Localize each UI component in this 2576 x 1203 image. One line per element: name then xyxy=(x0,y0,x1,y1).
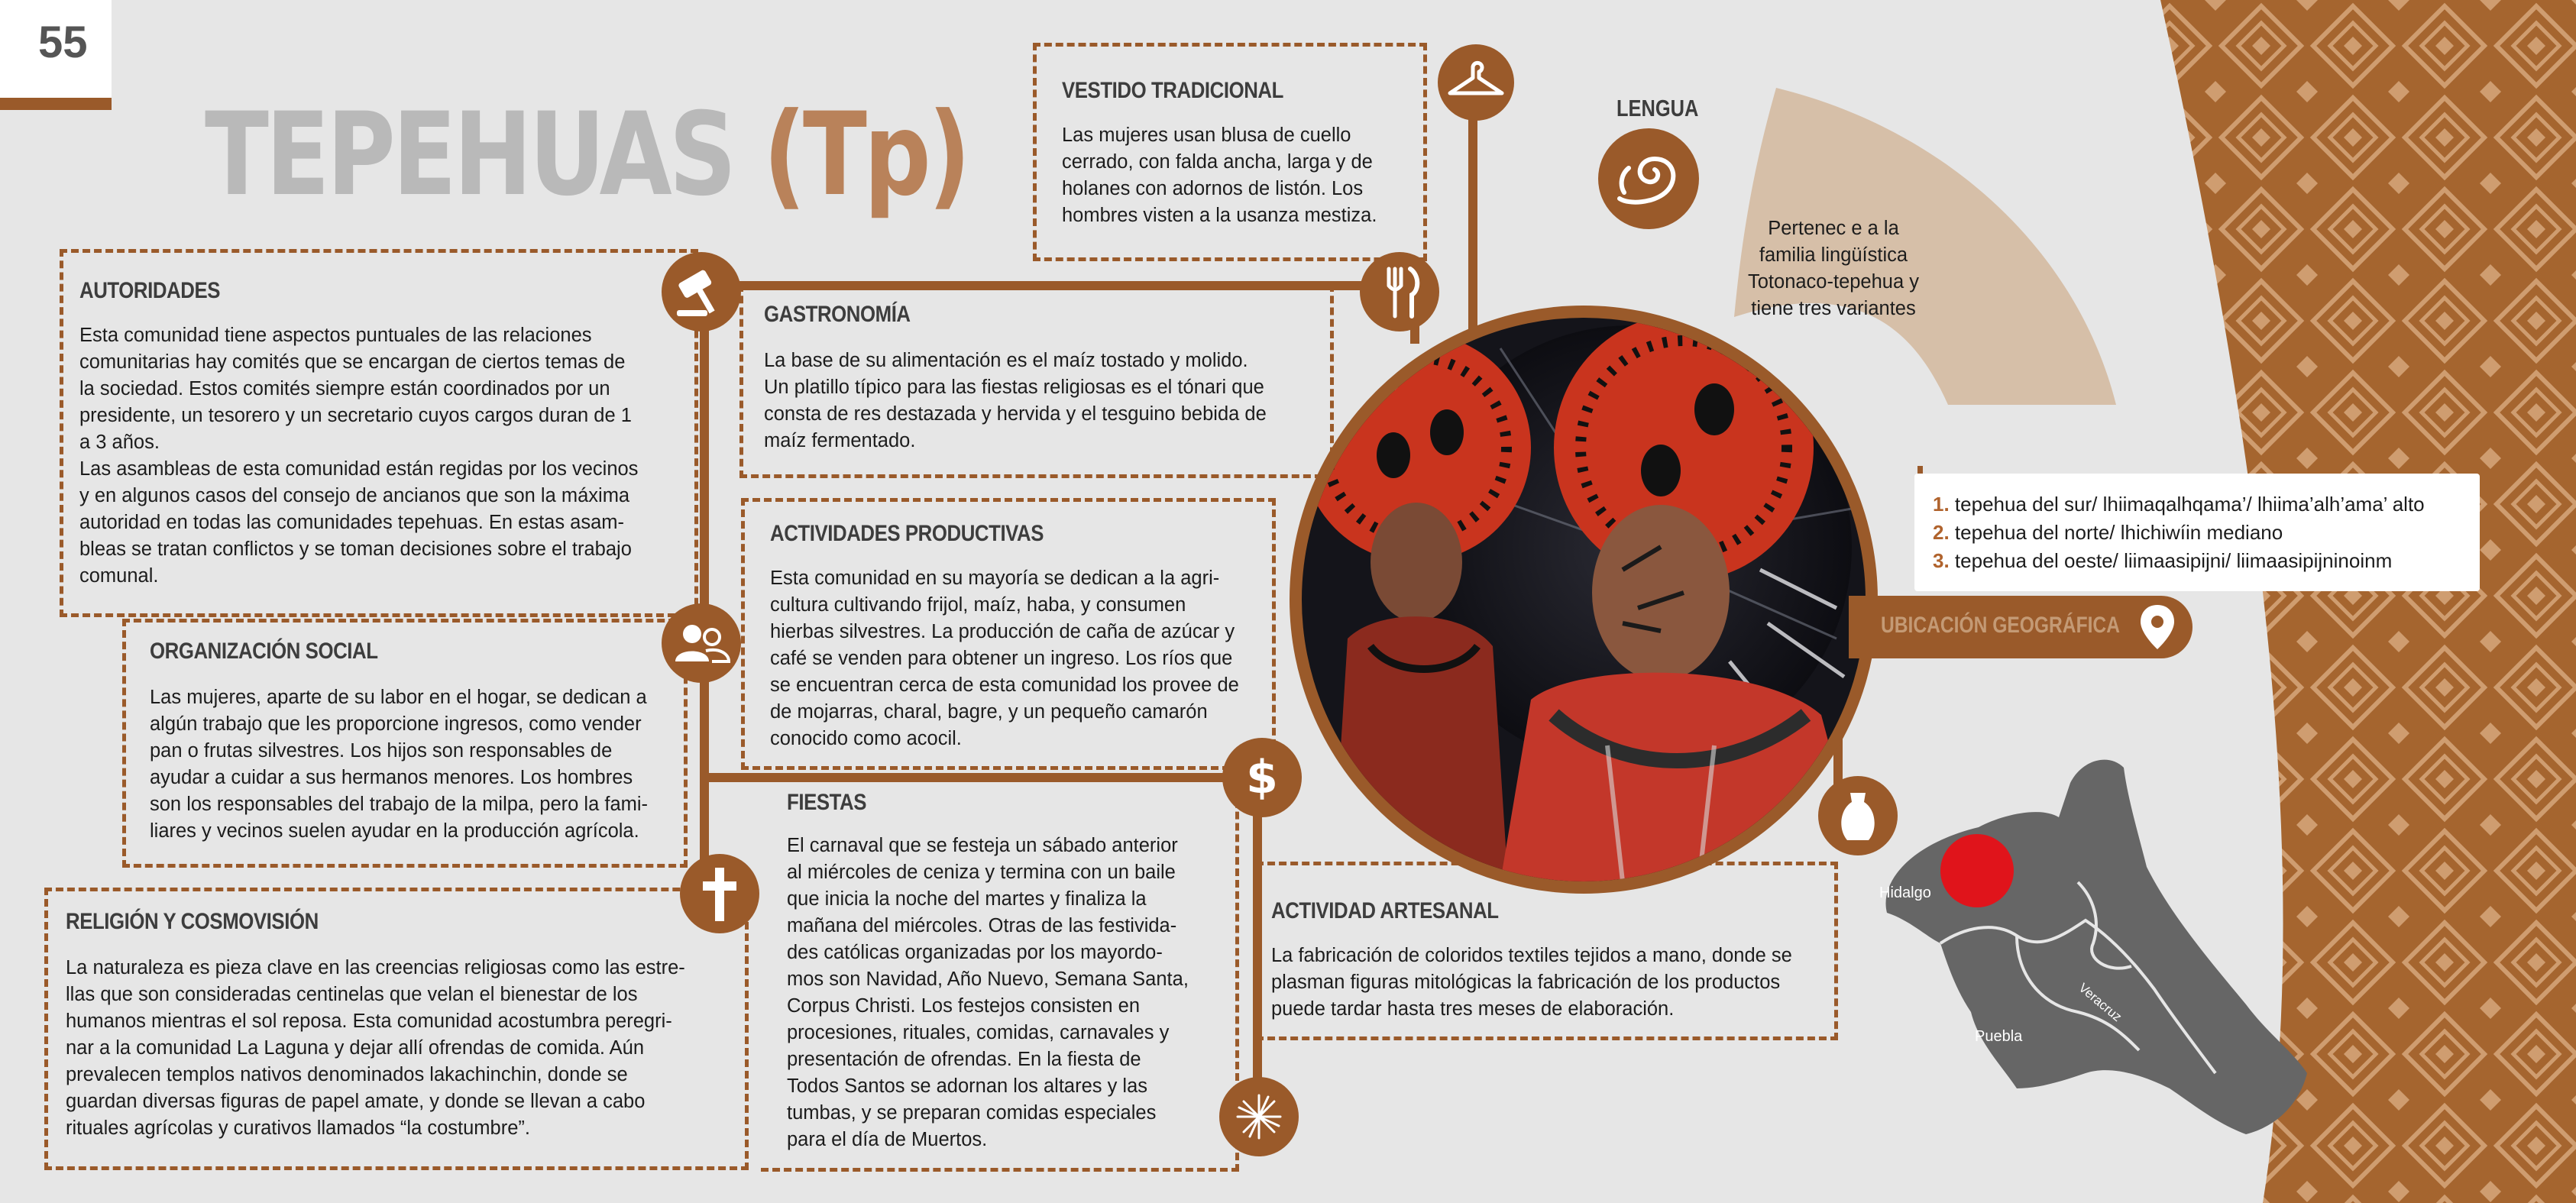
page-number: 55 xyxy=(38,18,88,67)
gastronomia-heading: GASTRONOMÍA xyxy=(764,302,911,327)
lengua-text: Pertenec e a la familia lingüística Toto… xyxy=(1748,218,1919,319)
gavel-icon xyxy=(677,270,715,316)
dollar-icon: $ xyxy=(1246,751,1278,804)
page-number-bar xyxy=(0,98,112,110)
lengua-label: LENGUA xyxy=(1616,95,1699,121)
variants-card xyxy=(1914,474,2480,591)
cross-icon-badge xyxy=(680,854,759,933)
page-number-box xyxy=(0,0,112,98)
fork-knife-icon xyxy=(1387,267,1420,319)
location-map: Hidalgo Puebla Veracruz xyxy=(1879,759,2307,1134)
language-swirl-icon xyxy=(1617,156,1676,205)
connector xyxy=(700,289,709,862)
language-badge xyxy=(1598,128,1699,229)
map-label-hidalgo: Hidalgo xyxy=(1879,884,1931,901)
dollar-icon-badge: $ xyxy=(1222,738,1302,817)
lengua-wedge xyxy=(1734,88,2116,405)
artesanal-heading: ACTIVIDAD ARTESANAL xyxy=(1271,898,1499,923)
variants-list: 1. tepehua del sur/ lhiimaqalhqama’/ lhi… xyxy=(1933,490,2425,575)
variant-item: 3. tepehua del oeste/ liimaasipijni/ lii… xyxy=(1933,547,2425,575)
fireworks-icon-badge xyxy=(1219,1077,1299,1156)
gastronomia-text: La base de su alimentación es el maíz to… xyxy=(764,350,1267,451)
vase-icon xyxy=(1841,793,1875,840)
variant-item: 2. tepehua del norte/ lhichiwíin mediano xyxy=(1933,519,2425,547)
variant-num: 1. xyxy=(1933,493,1950,516)
actividades-heading: ACTIVIDADES PRODUCTIVAS xyxy=(770,521,1044,546)
actividades-box xyxy=(741,498,1276,770)
gastronomia-box xyxy=(739,284,1334,478)
title-main: TEPEHUAS xyxy=(205,89,736,222)
variant-num: 2. xyxy=(1933,521,1950,544)
variant-item: 1. tepehua del sur/ lhiimaqalhqama’/ lhi… xyxy=(1933,490,2425,519)
fiestas-text: El carnaval que se festeja un sábado ant… xyxy=(787,835,1189,1150)
connector xyxy=(1468,115,1477,336)
people-icon-badge xyxy=(662,603,741,683)
hanger-icon-badge xyxy=(1438,44,1514,121)
fiestas-box xyxy=(761,778,1239,1172)
fork-knife-icon-badge xyxy=(1360,252,1439,331)
map-label-puebla: Puebla xyxy=(1975,1028,2023,1045)
variant-text: tepehua del oeste/ liimaasipijni/ liimaa… xyxy=(1954,549,2393,572)
ubicacion-bar xyxy=(1849,596,2193,658)
fireworks-icon xyxy=(1236,1094,1282,1140)
gavel-icon-badge xyxy=(662,252,741,331)
artesanal-text: La fabricación de coloridos textiles tej… xyxy=(1271,945,1792,1020)
connector xyxy=(700,773,1265,782)
organizacion-text: Las mujeres, aparte de su labor en el ho… xyxy=(150,687,649,842)
autoridades-heading: AUTORIDADES xyxy=(79,278,221,303)
autoridades-box xyxy=(60,249,698,617)
svg-text:$: $ xyxy=(1246,751,1278,804)
autoridades-text: Esta comunidad tiene aspectos puntuales … xyxy=(79,325,639,587)
religion-text: La naturaleza es pieza clave en las cree… xyxy=(66,957,685,1139)
vestido-heading: VESTIDO TRADICIONAL xyxy=(1062,78,1283,103)
religion-heading: RELIGIÓN Y COSMOVISIÓN xyxy=(66,909,319,934)
variant-text: tepehua del sur/ lhiimaqalhqama’/ lhiima… xyxy=(1954,493,2425,516)
dancers-photo-image xyxy=(1302,318,1866,881)
organizacion-heading: ORGANIZACIÓN SOCIAL xyxy=(150,639,378,664)
people-icon xyxy=(675,625,731,663)
vestido-text: Las mujeres usan blusa de cuello cerrado… xyxy=(1062,125,1377,226)
cross-icon xyxy=(703,868,736,921)
religion-box xyxy=(44,888,749,1170)
organizacion-box xyxy=(122,619,688,868)
hanger-icon xyxy=(1448,60,1504,95)
page-title: TEPEHUAS (Tp) xyxy=(205,89,971,222)
actividades-text: Esta comunidad en su mayoría se dedican … xyxy=(770,568,1239,749)
vestido-box xyxy=(1033,43,1427,261)
title-abbr: (Tp) xyxy=(762,89,971,222)
variant-num: 3. xyxy=(1933,549,1950,572)
fiestas-heading: FIESTAS xyxy=(787,790,867,815)
vase-icon-badge xyxy=(1818,776,1898,855)
ubicacion-label: UBICACIÓN GEOGRÁFICA xyxy=(1881,613,2120,638)
location-pin-icon xyxy=(2141,605,2174,649)
variant-text: tepehua del norte/ lhichiwíin mediano xyxy=(1954,521,2283,544)
